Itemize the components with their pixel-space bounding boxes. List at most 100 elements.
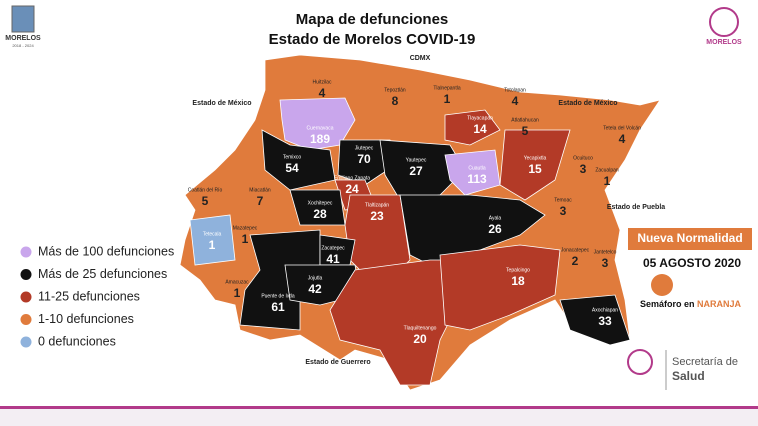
municipality-value: 4 <box>619 132 626 146</box>
logo-right-text: MORELOS <box>706 39 742 46</box>
municipality-name: Puente de Ixtla <box>261 293 295 299</box>
logo-right-flower <box>709 7 739 37</box>
municipality-value: 41 <box>326 252 340 266</box>
footer-band <box>0 406 758 426</box>
region <box>279 97 356 151</box>
municipality-name: Zacatepec <box>321 245 345 251</box>
status-light <box>651 274 673 296</box>
municipality-name: Tlaquiltenango <box>404 325 437 331</box>
municipality-value: 8 <box>392 94 399 108</box>
municipality-name: Ayala <box>489 215 502 221</box>
region <box>444 149 501 196</box>
legend-swatch <box>20 314 32 325</box>
municipality-name: Amacuzac <box>225 279 249 285</box>
municipality-value: 28 <box>313 207 327 221</box>
municipality-value: 15 <box>528 162 542 176</box>
municipality-name: Yautepec <box>406 157 427 163</box>
municipality-name: Coatlán del Río <box>188 187 223 193</box>
semaforo-color: NARANJA <box>697 299 742 309</box>
subtitle: Estado de Morelos COVID-19 <box>269 31 476 48</box>
municipality-name: Jiutepec <box>355 145 374 151</box>
legend: Más de 100 defunciones Más de 25 defuncio… <box>20 244 174 348</box>
legend-swatch <box>20 246 32 258</box>
municipality-value: 1 <box>242 232 249 246</box>
municipality-name: Tepalcingo <box>506 267 530 273</box>
logo-left-text: MORELOS <box>5 35 41 42</box>
municipality-name: Cuernavaca <box>307 125 334 131</box>
municipality-value: 4 <box>512 94 519 108</box>
status-date: 05 AGOSTO 2020 <box>643 256 741 270</box>
neighbor-label: Estado de Puebla <box>607 204 665 211</box>
municipality-name: Xochitepec <box>308 200 333 206</box>
municipality-name: Emiliano Zapata <box>334 175 370 181</box>
region <box>189 214 236 266</box>
logo-left-years: 2018 - 2024 <box>12 43 34 48</box>
municipality-name: Tlaltizapán <box>365 202 389 208</box>
title: Mapa de defunciones <box>296 11 449 28</box>
region <box>559 294 631 346</box>
municipality-value: 70 <box>357 152 371 166</box>
municipality-value: 2 <box>572 254 579 268</box>
footer-logo <box>627 349 653 375</box>
municipality-value: 189 <box>310 132 330 146</box>
municipality-value: 54 <box>285 161 299 175</box>
municipality-value: 61 <box>271 300 285 314</box>
legend-label: 0 defunciones <box>38 334 116 348</box>
municipality-value: 33 <box>598 314 612 328</box>
neighbor-label: Estado de México <box>558 100 617 107</box>
legend-label: Más de 100 defunciones <box>38 244 174 258</box>
municipality-name: Yecapixtla <box>524 155 547 161</box>
municipality-value: 4 <box>319 86 326 100</box>
semaforo-label: Semáforo en <box>640 299 695 309</box>
region <box>444 109 501 146</box>
municipality-value: 5 <box>522 124 529 138</box>
municipality-name: Huitzilac <box>313 79 332 85</box>
municipality-name: Cuautla <box>468 165 485 171</box>
status-badge <box>628 228 752 250</box>
legend-label: 11-25 defunciones <box>38 289 140 303</box>
municipality-value: 7 <box>257 194 264 208</box>
status-semaforo: Semáforo en NARANJA <box>640 299 742 309</box>
footer-org: Secretaría de <box>672 356 738 368</box>
municipality-name: Jonacatepec <box>561 247 590 253</box>
municipality-value: 14 <box>473 122 487 136</box>
municipality-name: Axochiapan <box>592 307 618 313</box>
municipality-value: 24 <box>345 182 359 196</box>
municipality-value: 1 <box>604 174 611 188</box>
legend-swatch <box>20 269 32 280</box>
legend-swatch <box>20 291 32 303</box>
legend-label: 1-10 defunciones <box>38 312 134 326</box>
municipality-value: 26 <box>488 222 502 236</box>
municipality-value: 3 <box>602 256 609 270</box>
municipality-value: 20 <box>413 332 427 346</box>
logo-left-shield <box>11 5 35 33</box>
region <box>499 129 571 201</box>
municipality-name: Tetecala <box>203 231 222 237</box>
footer-line <box>0 406 758 409</box>
neighbor-label: Estado de México <box>192 100 251 107</box>
region <box>439 244 561 331</box>
status-badge-text: Nueva Normalidad <box>637 231 742 245</box>
municipality-name: Temoac <box>554 197 572 203</box>
region <box>399 194 546 271</box>
map <box>179 54 661 391</box>
municipality-name: Jantetelco <box>594 249 617 255</box>
municipality-value: 113 <box>467 172 487 186</box>
neighbor-label: Estado de Guerrero <box>305 359 370 366</box>
municipality-name: Tetela del Volcán <box>603 125 641 131</box>
municipality-name: Ocuituco <box>573 155 593 161</box>
municipality-value: 3 <box>560 204 567 218</box>
municipality-name: Zacualpan <box>595 167 619 173</box>
municipality-name: Tlalnepantla <box>433 85 460 91</box>
legend-label: Más de 25 defunciones <box>38 267 167 281</box>
municipality-value: 1 <box>234 286 241 300</box>
municipality-name: Mazatepec <box>233 225 258 231</box>
municipality-value: 18 <box>511 274 525 288</box>
neighbor-label: CDMX <box>410 55 431 62</box>
municipality-value: 42 <box>308 282 322 296</box>
municipality-name: Totolapan <box>504 87 526 93</box>
municipality-name: Miacatlán <box>249 187 271 193</box>
municipality-name: Temixco <box>283 154 302 160</box>
municipality-value: 5 <box>202 194 209 208</box>
